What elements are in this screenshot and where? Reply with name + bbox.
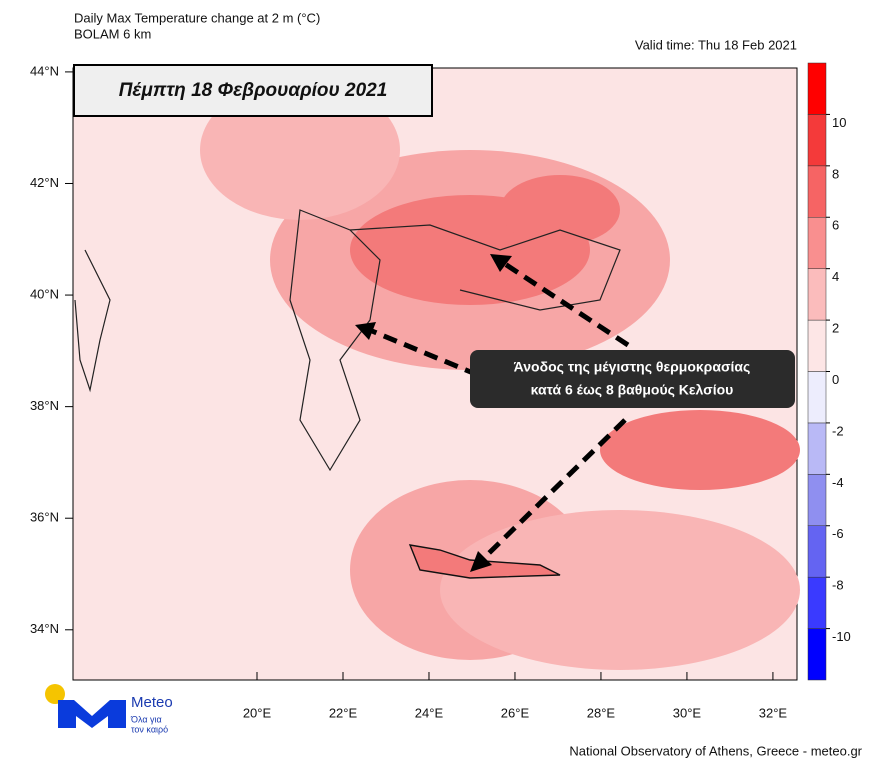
colorbar-segment [807, 319, 827, 372]
lat-tick-label: 34°N [30, 621, 59, 636]
arrowhead [470, 551, 492, 572]
arrows [371, 261, 630, 560]
colorbar-label: 6 [832, 218, 839, 233]
warm-area [440, 510, 800, 670]
colorbar-label: 2 [832, 321, 839, 336]
logo: Meteo Όλα για τον καιρό [45, 684, 173, 734]
colorbar-segment [807, 62, 827, 115]
annotation-box [470, 350, 795, 408]
lon-tick-label: 30°E [673, 705, 702, 720]
colorbar-label: 10 [832, 115, 846, 130]
arrow [503, 261, 630, 348]
colorbar-segment [807, 628, 827, 681]
lon-tick-label: 24°E [415, 705, 444, 720]
model: BOLAM 6 km [74, 26, 151, 41]
arrowhead [490, 254, 512, 272]
lat-tick-label: 44°N [30, 63, 59, 78]
lat-tick-label: 36°N [30, 510, 59, 525]
coastline [74, 249, 111, 393]
colorbar-label: -2 [832, 423, 844, 438]
lon-tick-label: 32°E [759, 705, 788, 720]
arrow [371, 328, 479, 378]
colorbar-segment [807, 217, 827, 269]
colorbar-label: 4 [832, 269, 839, 284]
valid-time: Valid time: Thu 18 Feb 2021 [635, 37, 797, 52]
colorbar-segment [807, 371, 827, 424]
lat-tick-label: 38°N [30, 398, 59, 413]
date-box [73, 64, 433, 117]
colorbar-segment [807, 474, 827, 527]
colorbar-label: 0 [832, 372, 839, 387]
arrowheads [355, 254, 512, 572]
colorbar-label: -6 [832, 526, 844, 541]
coastline [349, 224, 621, 311]
lon-tick-label: 26°E [501, 705, 530, 720]
arrow [482, 418, 627, 560]
logo-mark [58, 700, 126, 728]
lat-tick-label: 42°N [30, 175, 59, 190]
colorbar-segment [807, 525, 827, 578]
warm-core [600, 410, 800, 490]
colorbar-segment [807, 576, 827, 629]
colorbar-segment [807, 114, 827, 167]
warm-core [500, 175, 620, 245]
footer: National Observatory of Athens, Greece -… [569, 743, 862, 758]
lon-tick-label: 20°E [243, 705, 272, 720]
arrowhead [355, 322, 376, 340]
lon-tick-label: 22°E [329, 705, 358, 720]
colorbar-segment [807, 422, 827, 475]
logo-name: Meteo [131, 694, 173, 711]
colorbar-label: -4 [832, 475, 844, 490]
colorbar-segment [807, 268, 827, 321]
colorbar-label: 8 [832, 166, 839, 181]
logo-sun [45, 684, 65, 704]
colorbar-segment [807, 165, 827, 218]
logo-line: τον καιρό [131, 724, 168, 734]
date-text: Πέμπτη 18 Φεβρουαρίου 2021 [119, 80, 388, 101]
annotation-line: κατά 6 έως 8 βαθμούς Κελσίου [531, 382, 734, 398]
title: Daily Max Temperature change at 2 m (°C) [74, 10, 320, 25]
lon-tick-label: 28°E [587, 705, 616, 720]
colorbar-label: -8 [832, 578, 844, 593]
logo-line: Όλα για [130, 714, 162, 724]
lat-tick-label: 40°N [30, 286, 59, 301]
annotation-line: Άνοδος της μέγιστης θερμοκρασίας [514, 359, 751, 375]
coastline [289, 209, 381, 472]
map [72, 67, 800, 681]
colorbar-label: -10 [832, 629, 851, 644]
